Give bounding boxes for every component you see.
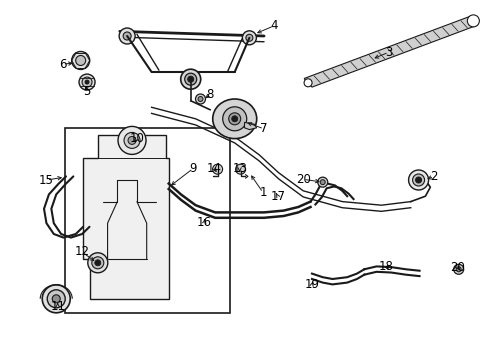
Text: 12: 12	[75, 246, 89, 258]
Text: 11: 11	[50, 300, 65, 312]
Text: 3: 3	[384, 46, 392, 59]
Text: 4: 4	[269, 19, 277, 32]
Text: 10: 10	[129, 132, 144, 145]
Text: 5: 5	[83, 85, 91, 98]
Circle shape	[467, 15, 478, 27]
Text: 8: 8	[206, 88, 214, 101]
Circle shape	[198, 96, 203, 102]
Text: 13: 13	[232, 162, 246, 175]
Text: 18: 18	[378, 260, 393, 273]
Text: 2: 2	[429, 170, 437, 183]
Circle shape	[317, 177, 327, 187]
Circle shape	[222, 107, 246, 131]
Circle shape	[453, 264, 463, 274]
Text: 7: 7	[260, 122, 267, 135]
Circle shape	[408, 170, 427, 190]
Circle shape	[85, 80, 89, 84]
Circle shape	[92, 257, 103, 269]
Circle shape	[412, 174, 424, 186]
Circle shape	[415, 177, 421, 183]
Circle shape	[242, 31, 256, 45]
Circle shape	[82, 77, 92, 87]
Bar	[65, 128, 229, 313]
Circle shape	[88, 253, 107, 273]
Circle shape	[181, 69, 200, 89]
Circle shape	[195, 94, 205, 104]
Text: 1: 1	[259, 186, 266, 199]
Circle shape	[118, 126, 146, 154]
Circle shape	[79, 74, 95, 90]
Polygon shape	[304, 17, 476, 87]
Circle shape	[184, 73, 196, 85]
Ellipse shape	[212, 99, 256, 139]
Circle shape	[42, 285, 70, 313]
Circle shape	[455, 267, 460, 272]
Circle shape	[72, 51, 89, 69]
Circle shape	[123, 32, 131, 40]
Circle shape	[235, 164, 245, 174]
Text: 15: 15	[39, 174, 54, 186]
Circle shape	[245, 34, 252, 41]
Circle shape	[212, 164, 222, 174]
Circle shape	[304, 79, 311, 87]
Circle shape	[228, 113, 240, 125]
Text: 6: 6	[59, 58, 66, 71]
Circle shape	[119, 28, 135, 44]
Circle shape	[187, 76, 193, 82]
Text: 20: 20	[295, 173, 310, 186]
Text: 20: 20	[449, 261, 464, 274]
Circle shape	[47, 290, 65, 308]
Circle shape	[231, 116, 237, 122]
Circle shape	[128, 136, 136, 144]
Text: 16: 16	[197, 216, 211, 229]
Text: 19: 19	[304, 278, 319, 291]
Circle shape	[124, 132, 140, 148]
Circle shape	[320, 180, 325, 185]
Circle shape	[52, 295, 60, 303]
Polygon shape	[83, 135, 168, 299]
Text: 17: 17	[270, 190, 285, 203]
Circle shape	[76, 55, 85, 66]
Text: 9: 9	[189, 162, 197, 175]
Circle shape	[95, 260, 101, 266]
Polygon shape	[244, 122, 256, 130]
Text: 14: 14	[206, 162, 221, 175]
